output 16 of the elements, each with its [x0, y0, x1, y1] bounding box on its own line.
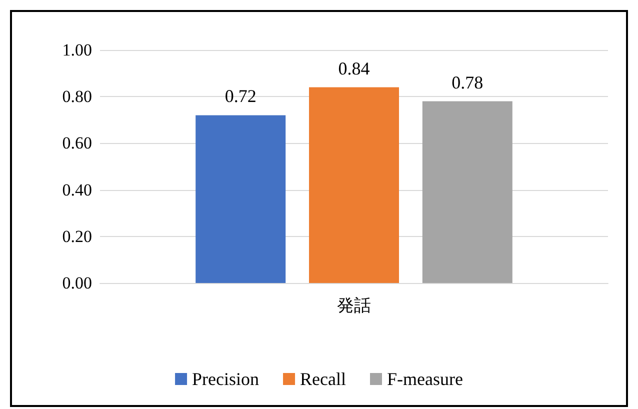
bar	[309, 87, 399, 283]
bar	[422, 101, 512, 283]
legend-label: F-measure	[386, 369, 463, 389]
y-tick-label: 0.00	[62, 274, 92, 292]
y-tick-label: 0.60	[62, 134, 92, 153]
bar	[196, 115, 286, 283]
y-tick-label: 1.00	[62, 40, 92, 60]
data-label: 0.78	[452, 72, 484, 92]
data-label: 0.72	[224, 86, 256, 106]
x-tick-label: 発話	[337, 296, 371, 315]
y-tick-label: 0.40	[62, 180, 92, 200]
legend-label: Precision	[192, 369, 260, 389]
data-label: 0.84	[338, 58, 370, 78]
y-tick-label: 0.20	[62, 226, 92, 246]
legend-label: Recall	[300, 369, 346, 389]
y-tick-label: 0.80	[62, 87, 92, 106]
